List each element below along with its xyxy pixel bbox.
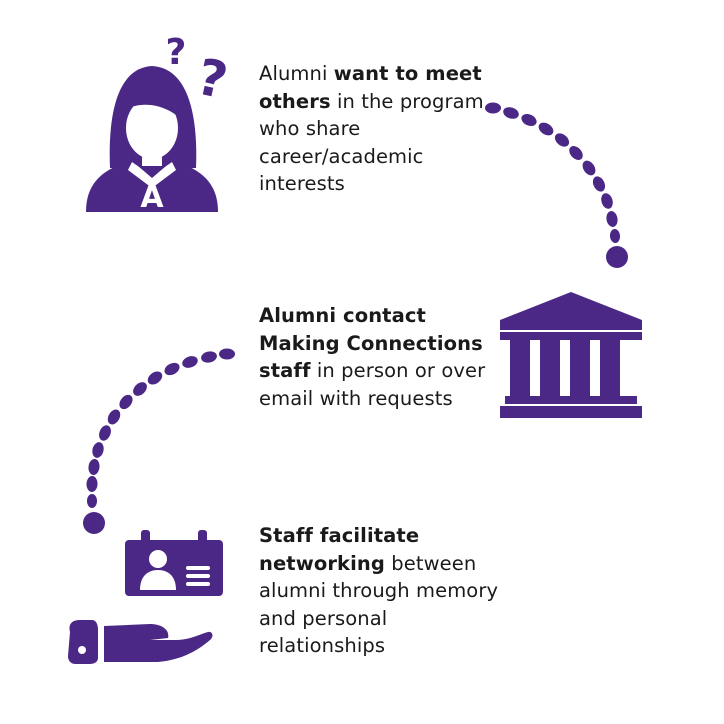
institution-building-icon <box>500 292 642 418</box>
id-card-on-hand-icon <box>68 530 223 664</box>
step-1-text-before: Alumni <box>259 62 334 85</box>
step-3-description: Staff facilitate networking between alum… <box>259 522 519 660</box>
alumni-question-icon: ? ? A <box>86 32 232 215</box>
question-mark-small: ? <box>166 32 187 73</box>
connector-dots-step2-to-step3 <box>83 348 235 534</box>
avatar-badge-letter: A <box>140 180 164 215</box>
step-2-description: Alumni contact Making Connections staff … <box>259 302 509 412</box>
step-1-bold: want to meet others <box>259 62 482 113</box>
step-3-text-after: between alumni through memory and person… <box>259 551 499 658</box>
step-2-text-after: in person or over email with requests <box>259 359 486 410</box>
step-2-bold: Alumni contact Making Connections staff <box>259 304 483 382</box>
connector-dots-step1-to-step2 <box>485 102 628 268</box>
step-1-text-after: in the program who share career/academic… <box>259 89 484 196</box>
step-1-description: Alumni want to meet others in the progra… <box>259 60 499 198</box>
step-3-bold: Staff facilitate networking <box>259 524 420 575</box>
question-mark-large: ? <box>192 48 232 111</box>
